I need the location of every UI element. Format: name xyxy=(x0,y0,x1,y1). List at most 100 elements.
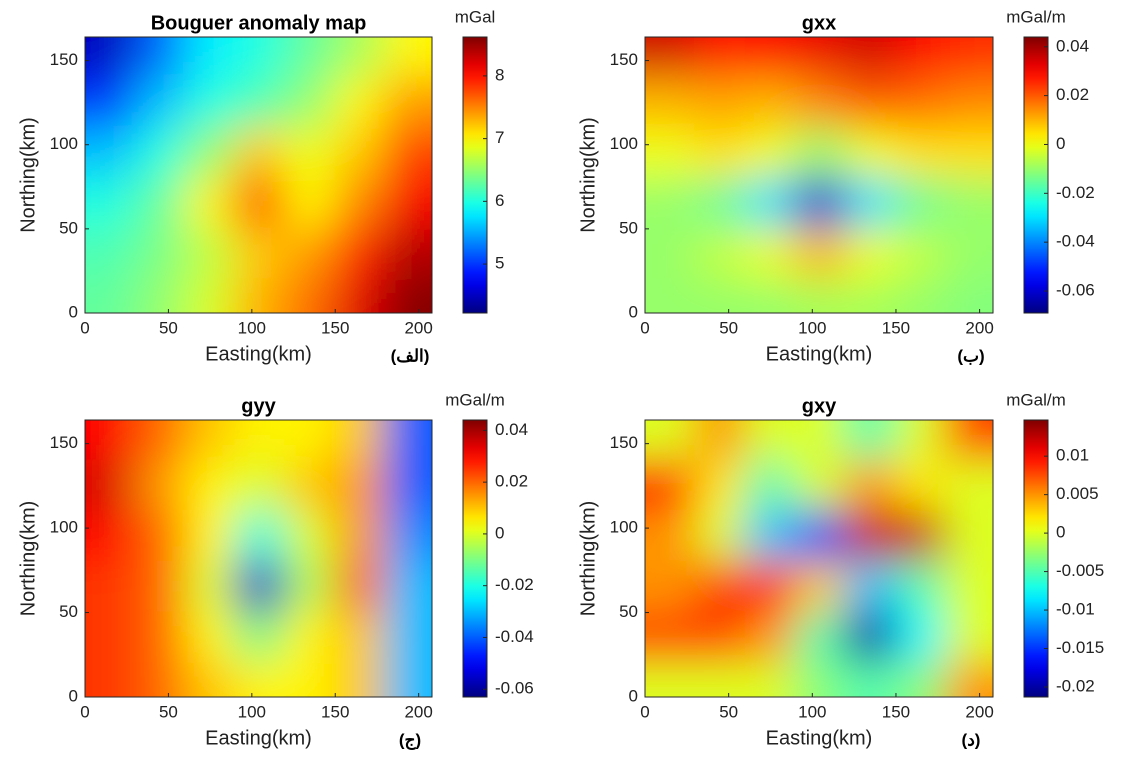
x-tick-label: 150 xyxy=(882,318,910,337)
cell xyxy=(945,560,993,614)
x-tick-label: 200 xyxy=(404,702,432,721)
cell xyxy=(694,76,747,129)
colorbar-label: mGal/m xyxy=(1006,7,1066,26)
cell xyxy=(694,37,747,79)
cell xyxy=(85,278,137,313)
cell xyxy=(284,278,337,313)
cell xyxy=(334,278,387,313)
colorbar-tick-label: -0.04 xyxy=(495,627,534,646)
cell xyxy=(844,76,897,129)
cell xyxy=(334,662,387,697)
y-tick-label: 50 xyxy=(619,602,638,621)
x-tick-label: 100 xyxy=(238,702,266,721)
colorbar-tick-label: -0.02 xyxy=(1056,183,1095,202)
cell xyxy=(334,227,387,281)
cell xyxy=(794,227,847,281)
field xyxy=(85,420,432,697)
x-tick-label: 0 xyxy=(640,318,649,337)
y-tick-label: 150 xyxy=(610,433,638,452)
cell xyxy=(284,662,337,697)
y-tick-label: 50 xyxy=(59,218,78,237)
cell xyxy=(284,420,337,462)
x-axis-label: Easting(km) xyxy=(205,343,312,365)
colorbar-tick-label: 0.005 xyxy=(1056,484,1099,503)
colorbar-tick-label: -0.01 xyxy=(1056,600,1095,619)
cell xyxy=(234,278,287,313)
cell xyxy=(134,560,187,614)
cell xyxy=(645,510,697,563)
x-tick-label: 150 xyxy=(321,318,349,337)
cell xyxy=(645,278,697,313)
cell xyxy=(234,177,287,230)
colorbar-label: mGal/m xyxy=(445,390,505,409)
cell xyxy=(894,420,948,462)
cell xyxy=(894,278,948,313)
cell xyxy=(134,227,187,281)
y-axis-label: Northing(km) xyxy=(17,501,39,617)
cell xyxy=(694,227,747,281)
y-tick-label: 150 xyxy=(50,433,78,452)
colorbar-tick-label: 8 xyxy=(495,65,504,84)
colorbar-tick-label: 0.02 xyxy=(1056,85,1089,104)
cell xyxy=(645,126,697,180)
cell xyxy=(334,126,387,180)
y-tick-label: 0 xyxy=(69,302,78,321)
cell xyxy=(184,37,237,79)
y-tick-label: 150 xyxy=(50,50,78,69)
cell xyxy=(844,278,897,313)
cell xyxy=(894,611,948,665)
cell xyxy=(694,510,747,563)
cell xyxy=(284,177,337,230)
cell xyxy=(844,177,897,230)
colorbar-tick-label: 6 xyxy=(495,191,504,210)
heatmap xyxy=(85,420,432,697)
cell xyxy=(794,420,847,462)
cell xyxy=(85,459,137,513)
cell xyxy=(645,177,697,230)
cell xyxy=(894,76,948,129)
x-tick-label: 50 xyxy=(159,702,178,721)
cell xyxy=(894,126,948,180)
cell xyxy=(694,459,747,513)
y-axis-label: Northing(km) xyxy=(577,117,599,233)
cell xyxy=(184,227,237,281)
cell xyxy=(384,227,432,281)
cell xyxy=(744,611,797,665)
cell xyxy=(794,459,847,513)
cell xyxy=(945,278,993,313)
x-tick-label: 200 xyxy=(965,318,993,337)
cell xyxy=(334,76,387,129)
cell xyxy=(284,126,337,180)
colorbar-tick-label: 0.02 xyxy=(495,472,528,491)
cell xyxy=(894,459,948,513)
cell xyxy=(744,662,797,697)
x-tick-label: 100 xyxy=(798,318,826,337)
cell xyxy=(234,611,287,665)
cell xyxy=(894,662,948,697)
y-tick-label: 0 xyxy=(629,686,638,705)
cell xyxy=(694,177,747,230)
cell xyxy=(945,126,993,180)
cell xyxy=(694,420,747,462)
colorbar-label: mGal/m xyxy=(1006,390,1066,409)
cell xyxy=(184,611,237,665)
x-axis-label: Easting(km) xyxy=(205,727,312,749)
cell xyxy=(645,76,697,129)
x-axis-label: Easting(km) xyxy=(766,727,873,749)
cell xyxy=(234,37,287,79)
cell xyxy=(794,560,847,614)
y-tick-label: 100 xyxy=(610,518,638,537)
colorbar-tick-label: -0.06 xyxy=(1056,281,1095,300)
cell xyxy=(184,560,237,614)
cell xyxy=(334,611,387,665)
cell xyxy=(694,126,747,180)
cell xyxy=(134,510,187,563)
cell xyxy=(85,611,137,665)
cell xyxy=(794,76,847,129)
cell xyxy=(234,510,287,563)
x-tick-label: 0 xyxy=(80,702,89,721)
cell xyxy=(645,420,697,462)
cell xyxy=(794,510,847,563)
cell xyxy=(744,76,797,129)
cell xyxy=(134,76,187,129)
